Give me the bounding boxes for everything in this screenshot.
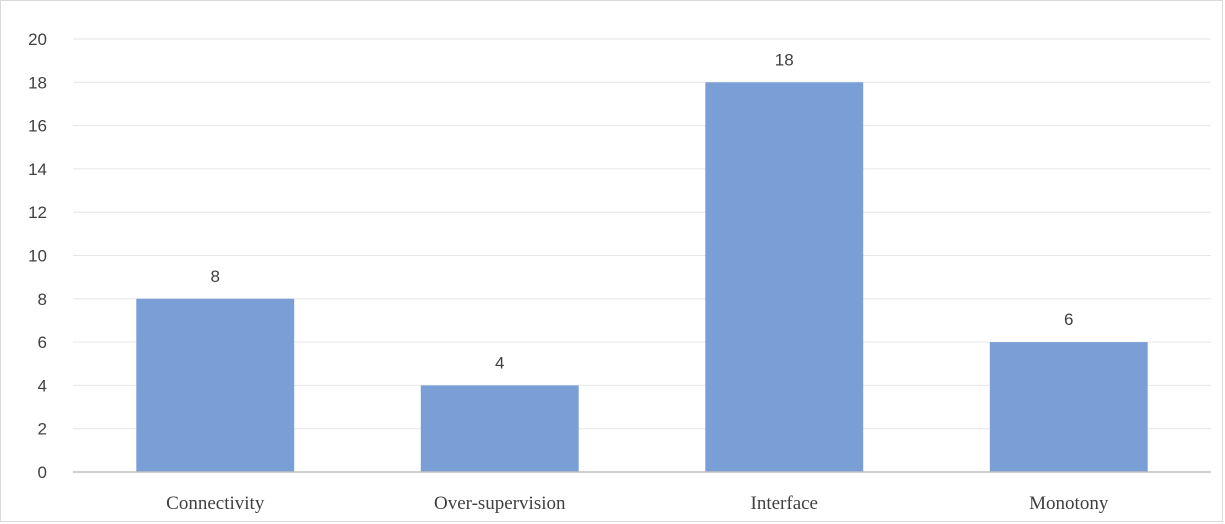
- y-tick-label: 14: [28, 160, 47, 179]
- y-tick-label: 2: [38, 420, 47, 439]
- bar-monotony: [989, 342, 1148, 472]
- x-category-label: Over-supervision: [434, 493, 566, 514]
- data-label: 6: [1064, 310, 1073, 329]
- bar-over-supervision: [420, 385, 579, 472]
- y-tick-label: 16: [28, 117, 47, 136]
- bars: [136, 82, 1148, 473]
- y-tick-label: 10: [28, 247, 47, 266]
- bar-connectivity: [136, 298, 295, 472]
- y-tick-label: 8: [38, 290, 47, 309]
- y-tick-label: 0: [38, 463, 47, 482]
- y-tick-label: 6: [38, 333, 47, 352]
- y-tick-label: 4: [38, 376, 47, 395]
- x-category-label: Interface: [751, 493, 819, 514]
- y-tick-label: 12: [28, 203, 47, 222]
- data-label: 8: [211, 267, 220, 286]
- y-tick-label: 20: [28, 30, 47, 49]
- x-category-label: Monotony: [1029, 493, 1109, 514]
- data-label: 18: [775, 50, 794, 69]
- labels: 0 2 4 6 8 10 12 14 16 18 20 8 Connectivity 4 Over-supe…: [28, 30, 1109, 514]
- data-label: 4: [495, 353, 504, 372]
- y-tick-label: 18: [28, 73, 47, 92]
- bar-interface: [705, 82, 864, 473]
- x-category-label: Connectivity: [166, 493, 265, 514]
